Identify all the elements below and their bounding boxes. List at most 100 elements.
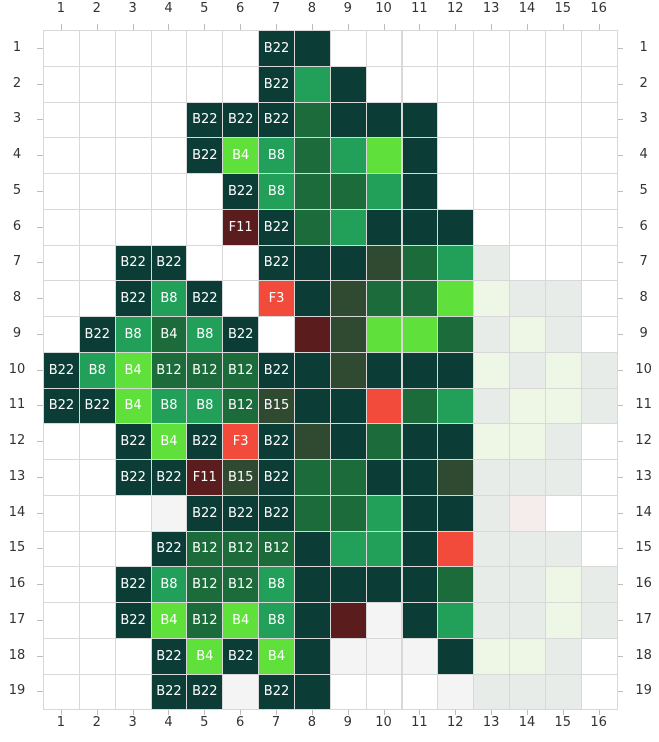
grid-cell[interactable]: [401, 602, 439, 639]
grid-cell[interactable]: B4: [114, 351, 152, 389]
grid-cell[interactable]: [509, 566, 546, 603]
grid-cell[interactable]: [580, 387, 618, 425]
grid-cell[interactable]: [473, 530, 511, 568]
grid-cell[interactable]: [401, 30, 439, 67]
grid-cell[interactable]: [509, 101, 546, 139]
grid-cell[interactable]: B4: [186, 637, 224, 675]
grid-cell[interactable]: [293, 494, 331, 532]
grid-cell[interactable]: [78, 673, 116, 711]
grid-cell[interactable]: F11: [222, 208, 260, 246]
grid-cell[interactable]: [509, 459, 546, 496]
grid-cell[interactable]: [114, 65, 152, 103]
grid-cell[interactable]: [150, 494, 188, 532]
grid-cell[interactable]: [78, 30, 116, 67]
grid-cell[interactable]: [329, 673, 367, 711]
grid-cell[interactable]: [437, 673, 475, 711]
grid-cell[interactable]: [329, 137, 367, 174]
grid-cell[interactable]: [78, 101, 116, 139]
grid-cell[interactable]: B22: [258, 459, 295, 496]
grid-cell[interactable]: [43, 673, 80, 711]
grid-cell[interactable]: [473, 316, 511, 353]
grid-cell[interactable]: [401, 101, 439, 139]
grid-cell[interactable]: [437, 101, 475, 139]
grid-cell[interactable]: [509, 137, 546, 174]
grid-cell[interactable]: [186, 173, 224, 210]
grid-cell[interactable]: [329, 316, 367, 353]
grid-cell[interactable]: [365, 316, 403, 353]
grid-cell[interactable]: [329, 280, 367, 317]
grid-cell[interactable]: [544, 280, 582, 317]
grid-cell[interactable]: [580, 423, 618, 460]
grid-cell[interactable]: [150, 137, 188, 174]
grid-cell[interactable]: [329, 459, 367, 496]
grid-cell[interactable]: B8: [150, 566, 188, 603]
grid-cell[interactable]: [365, 65, 403, 103]
grid-cell[interactable]: [114, 673, 152, 711]
grid-cell[interactable]: F3: [258, 280, 295, 317]
grid-cell[interactable]: [544, 101, 582, 139]
grid-cell[interactable]: [365, 673, 403, 711]
grid-cell[interactable]: [473, 423, 511, 460]
grid-cell[interactable]: [365, 137, 403, 174]
grid-cell[interactable]: B12: [222, 351, 260, 389]
grid-cell[interactable]: [150, 208, 188, 246]
grid-cell[interactable]: [473, 280, 511, 317]
grid-cell[interactable]: [401, 566, 439, 603]
grid-cell[interactable]: B22: [78, 387, 116, 425]
grid-cell[interactable]: [222, 30, 260, 67]
grid-cell[interactable]: [222, 65, 260, 103]
grid-cell[interactable]: [78, 530, 116, 568]
grid-cell[interactable]: [544, 244, 582, 282]
grid-cell[interactable]: [437, 244, 475, 282]
grid-cell[interactable]: [329, 351, 367, 389]
grid-cell[interactable]: [401, 494, 439, 532]
grid-cell[interactable]: [544, 65, 582, 103]
grid-cell[interactable]: B8: [78, 351, 116, 389]
grid-cell[interactable]: [114, 208, 152, 246]
grid-cell[interactable]: B8: [258, 602, 295, 639]
grid-cell[interactable]: B22: [258, 30, 295, 67]
grid-cell[interactable]: [509, 351, 546, 389]
grid-cell[interactable]: B22: [150, 244, 188, 282]
grid-cell[interactable]: [473, 173, 511, 210]
grid-cell[interactable]: [43, 30, 80, 67]
grid-cell[interactable]: [437, 602, 475, 639]
grid-cell[interactable]: [293, 173, 331, 210]
grid-cell[interactable]: B12: [222, 530, 260, 568]
grid-cell[interactable]: [580, 137, 618, 174]
grid-cell[interactable]: [544, 30, 582, 67]
grid-cell[interactable]: [509, 387, 546, 425]
grid-cell[interactable]: [114, 637, 152, 675]
grid-cell[interactable]: B4: [222, 602, 260, 639]
grid-cell[interactable]: [580, 459, 618, 496]
grid-cell[interactable]: [473, 244, 511, 282]
grid-cell[interactable]: [78, 423, 116, 460]
grid-cell[interactable]: [580, 30, 618, 67]
grid-cell[interactable]: B22: [186, 494, 224, 532]
grid-cell[interactable]: [293, 459, 331, 496]
grid-cell[interactable]: [329, 637, 367, 675]
grid-cell[interactable]: [150, 173, 188, 210]
grid-cell[interactable]: [329, 494, 367, 532]
grid-cell[interactable]: [473, 459, 511, 496]
grid-cell[interactable]: [580, 173, 618, 210]
grid-cell[interactable]: [580, 208, 618, 246]
grid-cell[interactable]: B22: [43, 351, 80, 389]
grid-cell[interactable]: [509, 673, 546, 711]
grid-cell[interactable]: [544, 566, 582, 603]
grid-cell[interactable]: [150, 101, 188, 139]
grid-cell[interactable]: [580, 316, 618, 353]
grid-cell[interactable]: [293, 280, 331, 317]
grid-cell[interactable]: [78, 280, 116, 317]
grid-cell[interactable]: B15: [222, 459, 260, 496]
grid-cell[interactable]: [365, 351, 403, 389]
grid-cell[interactable]: B8: [150, 387, 188, 425]
grid-cell[interactable]: [43, 244, 80, 282]
grid-cell[interactable]: [365, 173, 403, 210]
grid-cell[interactable]: [509, 602, 546, 639]
grid-cell[interactable]: [437, 459, 475, 496]
grid-cell[interactable]: [401, 316, 439, 353]
grid-cell[interactable]: [544, 316, 582, 353]
grid-cell[interactable]: [509, 423, 546, 460]
grid-cell[interactable]: [78, 65, 116, 103]
